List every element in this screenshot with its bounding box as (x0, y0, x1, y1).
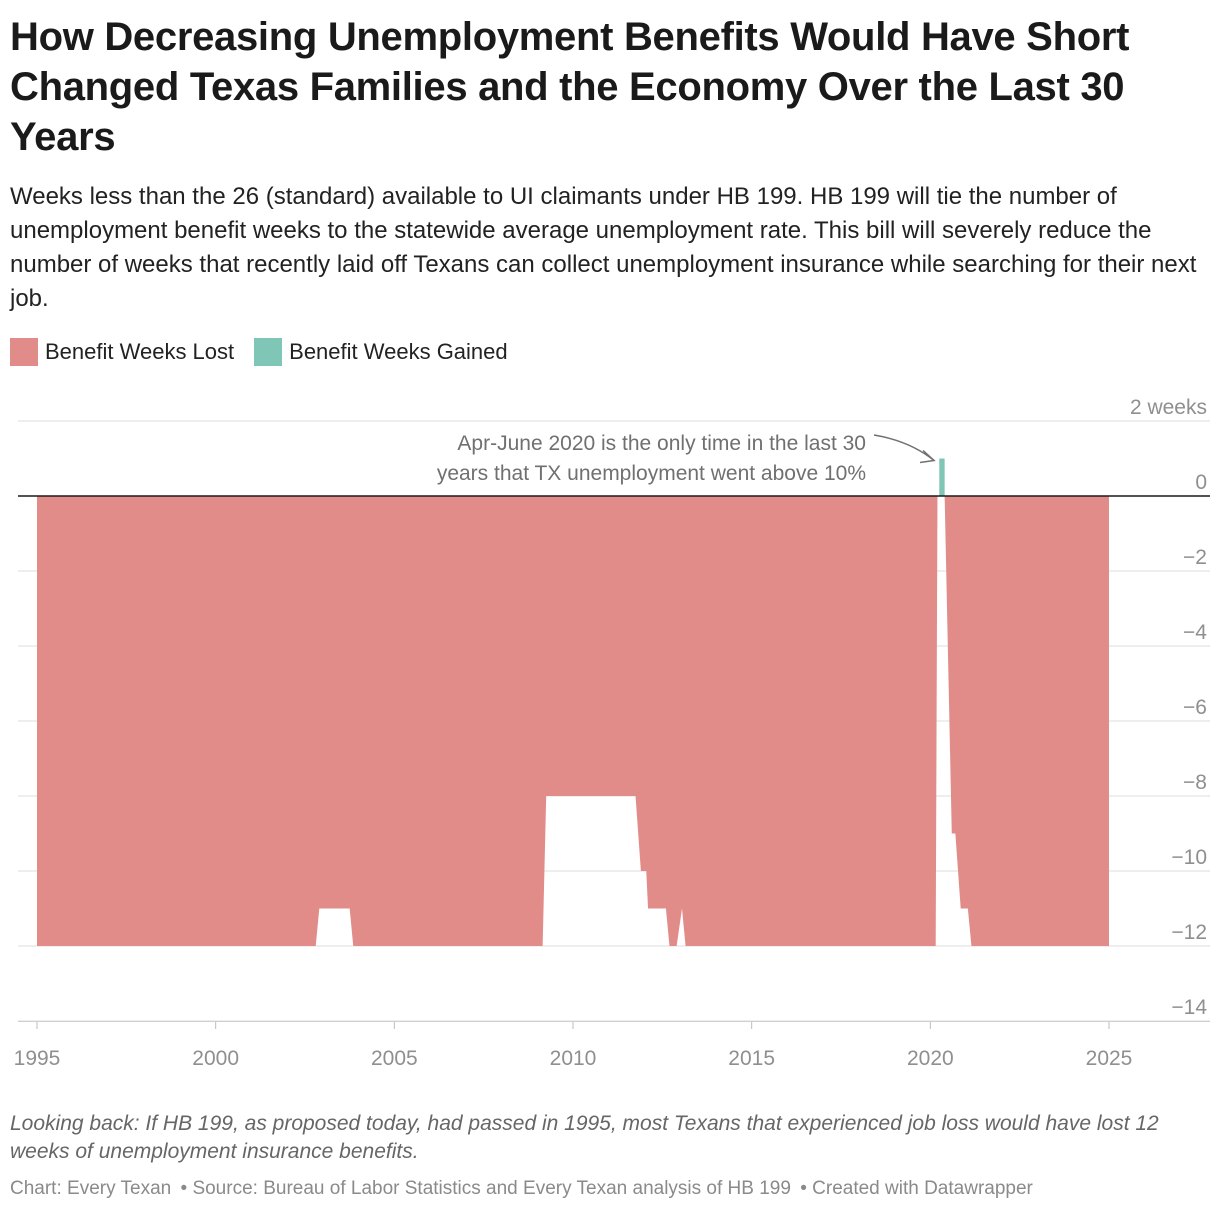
annotation-arrowhead (919, 449, 936, 464)
chart-credit: Chart: Every Texan (10, 1178, 172, 1199)
area-series (37, 458, 1109, 946)
x-tick-label: 1995 (14, 1047, 61, 1070)
axes: 2 weeks 0 −2 −4 −6 −8 −10 −12 −14 1995 2000 2005 201… (14, 396, 1210, 1070)
chart-tool-credit: • Created with Datawrapper (800, 1178, 1033, 1199)
area-chart: 2 weeks 0 −2 −4 −6 −8 −10 −12 −14 1995 2000 2005 201… (14, 396, 1210, 1070)
y-tick-label: −10 (1171, 846, 1207, 869)
area-weeks-lost (37, 496, 1109, 946)
legend-swatch-weeks-gained (254, 338, 283, 366)
x-tick-label: 2010 (550, 1047, 597, 1070)
chart-subtitle: Weeks less than the 26 (standard) availa… (10, 183, 1197, 312)
legend-label-weeks-lost: Benefit Weeks Lost (45, 339, 235, 364)
annotation: Apr-June 2020 is the only time in the la… (437, 432, 936, 485)
y-tick-label: 0 (1195, 471, 1207, 494)
annotation-text-line: years that TX unemployment went above 10… (437, 462, 866, 485)
x-tick-label: 2005 (371, 1047, 418, 1070)
y-tick-label: −12 (1171, 921, 1207, 944)
y-tick-label: −14 (1171, 996, 1207, 1019)
annotation-text-line: Apr-June 2020 is the only time in the la… (457, 432, 866, 455)
legend: Benefit Weeks Lost Benefit Weeks Gained (10, 338, 528, 366)
x-tick-label: 2025 (1086, 1047, 1133, 1070)
chart-title: How Decreasing Unemployment Benefits Wou… (10, 15, 1130, 159)
x-tick-label: 2020 (907, 1047, 954, 1070)
legend-swatch-weeks-lost (10, 338, 38, 366)
legend-label-weeks-gained: Benefit Weeks Gained (289, 339, 508, 364)
y-tick-label: −8 (1183, 771, 1207, 794)
x-tick-label: 2000 (192, 1047, 239, 1070)
y-tick-label: −6 (1183, 696, 1207, 719)
y-tick-label: 2 weeks (1130, 396, 1207, 419)
legend-item-weeks-lost: Benefit Weeks Lost (10, 338, 234, 366)
y-tick-label: −4 (1183, 621, 1207, 644)
legend-item-weeks-gained: Benefit Weeks Gained (254, 338, 508, 366)
annotation-arrow-line (873, 434, 935, 462)
y-tick-label: −2 (1183, 546, 1207, 569)
chart-source: • Source: Bureau of Labor Statistics and… (180, 1178, 791, 1199)
chart-footer: Chart: Every Texan • Source: Bureau of L… (10, 1178, 1037, 1200)
chart-notes: Looking back: If HB 199, as proposed tod… (10, 1112, 1159, 1163)
x-tick-label: 2015 (728, 1047, 775, 1070)
area-weeks-gained (939, 458, 945, 496)
